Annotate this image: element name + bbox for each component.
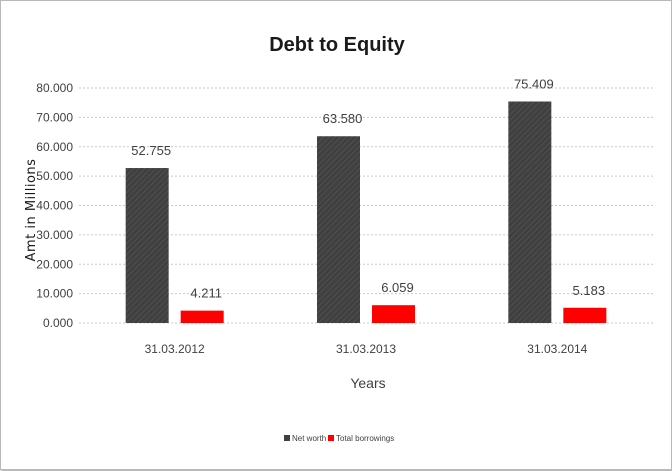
y-tick-label: 10.000 bbox=[36, 287, 73, 301]
bars bbox=[125, 101, 607, 324]
x-axis-title: Years bbox=[350, 375, 385, 391]
data-labels: 52.755 4.211 63.580 6.059 75.409 5.183 bbox=[131, 76, 605, 300]
data-label: 63.580 bbox=[323, 111, 363, 126]
legend-label: Net worth bbox=[292, 434, 326, 443]
bar-total-borrowings bbox=[180, 310, 224, 323]
legend: Net worth Total borrowings bbox=[284, 434, 394, 443]
x-tick-label: 31.03.2013 bbox=[336, 342, 396, 356]
bar-total-borrowings bbox=[372, 305, 415, 323]
x-tick-label: 31.03.2012 bbox=[145, 342, 205, 356]
y-axis-ticks: 0.000 10.000 20.000 30.000 40.000 50.000 60.00… bbox=[36, 81, 73, 330]
y-tick-label: 60.000 bbox=[36, 140, 73, 154]
bar-net-worth bbox=[508, 101, 552, 324]
legend-label: Total borrowings bbox=[336, 434, 394, 443]
data-label: 75.409 bbox=[514, 76, 554, 91]
y-tick-label: 50.000 bbox=[36, 169, 73, 183]
y-axis-title: Amt in Millions bbox=[24, 159, 39, 262]
y-tick-label: 70.000 bbox=[36, 110, 73, 124]
bar-net-worth bbox=[125, 168, 169, 323]
y-tick-label: 80.000 bbox=[36, 81, 73, 95]
data-label: 5.183 bbox=[573, 283, 606, 298]
y-tick-label: 0.000 bbox=[43, 316, 73, 330]
x-tick-label: 31.03.2014 bbox=[527, 342, 587, 356]
y-tick-label: 20.000 bbox=[36, 257, 73, 271]
data-label: 6.059 bbox=[381, 280, 414, 295]
y-tick-label: 30.000 bbox=[36, 228, 73, 242]
data-label: 4.211 bbox=[190, 286, 222, 301]
data-label: 52.755 bbox=[131, 143, 171, 158]
y-tick-label: 40.000 bbox=[36, 199, 73, 213]
legend-swatch-net-worth bbox=[284, 435, 290, 441]
chart-title: Debt to Equity bbox=[269, 34, 405, 56]
x-axis-categories: 31.03.2012 31.03.2013 31.03.2014 bbox=[145, 342, 588, 356]
legend-swatch-total-borrowings bbox=[328, 435, 334, 441]
bar-net-worth bbox=[317, 136, 360, 323]
bar-total-borrowings bbox=[563, 307, 607, 323]
